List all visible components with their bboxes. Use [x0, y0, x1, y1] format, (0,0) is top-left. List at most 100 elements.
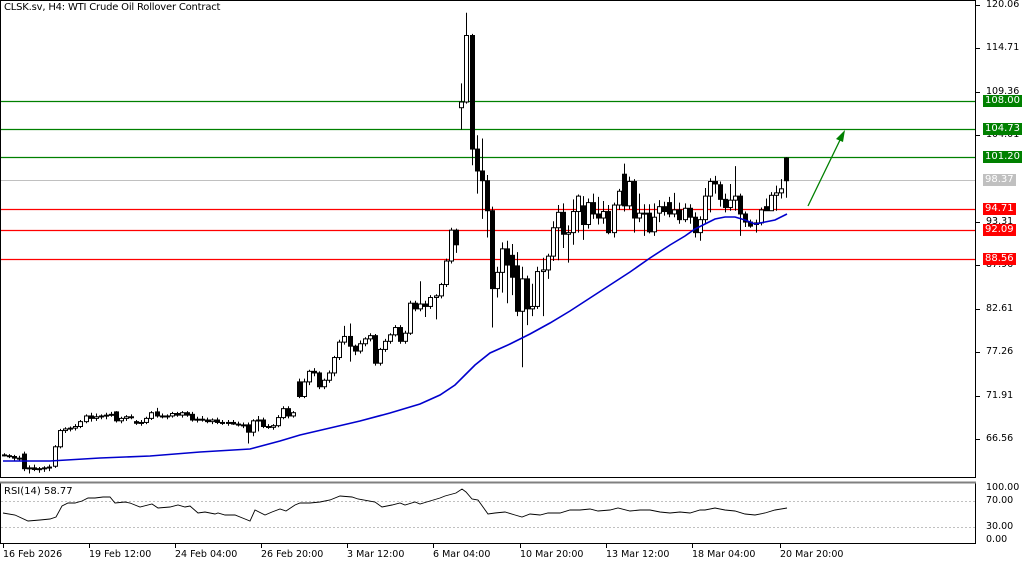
bullish-candle [464, 35, 469, 103]
bullish-candle [271, 425, 276, 428]
bullish-candle [500, 248, 505, 273]
time-tick-label: 13 Mar 12:00 [606, 549, 670, 560]
bearish-candle [236, 423, 241, 426]
bearish-candle [743, 213, 748, 223]
bullish-candle [769, 194, 774, 212]
bullish-candle [541, 269, 546, 273]
bullish-candle [759, 209, 764, 224]
bullish-candle [302, 381, 307, 397]
rsi-pane-frame [0, 482, 976, 544]
chart-title: CLSK.sv, H4: WTI Crude Oil Rollover Cont… [4, 2, 221, 13]
bullish-candle [337, 341, 342, 359]
bearish-candle [738, 195, 743, 215]
bullish-candle [571, 211, 576, 234]
bullish-candle [601, 211, 606, 219]
bullish-candle [276, 417, 281, 427]
bullish-candle [672, 209, 677, 215]
bullish-candle [327, 372, 332, 381]
bullish-candle [37, 468, 42, 471]
price-tick-label: 71.91 [986, 390, 1014, 401]
bullish-candle [73, 425, 78, 429]
bullish-candle [728, 199, 733, 208]
bullish-candle [281, 408, 286, 419]
bearish-candle [413, 302, 418, 310]
bullish-candle [530, 305, 535, 310]
bearish-candle [667, 202, 672, 215]
bullish-candle [546, 255, 551, 271]
bearish-candle [160, 415, 165, 418]
bearish-candle [134, 421, 139, 424]
bullish-candle [520, 278, 525, 312]
bullish-candle [449, 229, 454, 262]
bullish-candle [63, 428, 68, 432]
bullish-candle [637, 212, 642, 219]
bullish-candle [119, 417, 124, 422]
bearish-candle [784, 157, 789, 182]
bullish-candle [586, 202, 591, 226]
bullish-candle [170, 413, 175, 417]
bullish-candle [444, 260, 449, 286]
bullish-candle [256, 419, 261, 422]
bullish-candle [439, 284, 444, 297]
bullish-candle [576, 195, 581, 213]
projection-arrow [807, 137, 842, 207]
bullish-candle [42, 467, 47, 470]
time-tick-label: 26 Feb 20:00 [261, 549, 324, 560]
bullish-candle [617, 190, 622, 206]
bullish-candle [388, 334, 393, 342]
arrow-head-icon [836, 130, 845, 142]
bullish-candle [627, 181, 632, 207]
bullish-candle [124, 416, 129, 419]
rsi-tick-label: 30.00 [986, 521, 1014, 532]
support-price-tag: 92.09 [983, 224, 1016, 236]
bullish-candle [47, 466, 52, 469]
bullish-candle [652, 216, 657, 233]
bullish-candle [226, 421, 231, 424]
bullish-candle [378, 348, 383, 364]
bearish-candle [454, 229, 459, 246]
bearish-candle [485, 180, 490, 212]
bullish-candle [291, 412, 296, 417]
price-tick-label: 82.61 [986, 303, 1014, 314]
price-tick-label: 93.31 [986, 216, 1014, 227]
bearish-candle [688, 207, 693, 218]
bullish-candle [535, 271, 540, 307]
bullish-candle [556, 211, 561, 229]
bearish-candle [591, 202, 596, 215]
bearish-candle [490, 210, 495, 290]
bullish-candle [459, 101, 464, 109]
rsi-line [2, 488, 788, 522]
bullish-candle [251, 420, 256, 433]
bullish-candle [322, 379, 327, 388]
bullish-candle [78, 421, 83, 427]
bearish-candle [297, 381, 302, 397]
resistance-price-tag: 104.73 [983, 123, 1022, 135]
time-tick-label: 20 Mar 20:00 [780, 549, 844, 560]
bearish-candle [718, 184, 723, 200]
price-tick-label: 114.71 [986, 42, 1020, 53]
bearish-candle [510, 254, 515, 278]
bearish-candle [175, 413, 180, 416]
bullish-candle [27, 467, 32, 470]
time-tick-label: 19 Feb 12:00 [89, 549, 152, 560]
bearish-candle [185, 412, 190, 416]
bullish-candle [774, 192, 779, 196]
bullish-candle [779, 188, 784, 194]
bullish-candle [418, 303, 423, 310]
bearish-candle [632, 181, 637, 219]
bearish-candle [622, 173, 627, 207]
bullish-candle [612, 204, 617, 234]
time-tick-label: 18 Mar 04:00 [692, 549, 756, 560]
bearish-candle [231, 421, 236, 425]
bullish-candle [657, 206, 662, 214]
bullish-candle [403, 332, 408, 342]
bearish-candle [200, 418, 205, 421]
bearish-candle [662, 206, 667, 213]
bearish-candle [155, 411, 160, 417]
rsi-tick-label: 70.00 [986, 495, 1014, 506]
price-tick-label: 120.06 [986, 0, 1020, 10]
bullish-candle [393, 327, 398, 336]
bullish-candle [495, 271, 500, 290]
